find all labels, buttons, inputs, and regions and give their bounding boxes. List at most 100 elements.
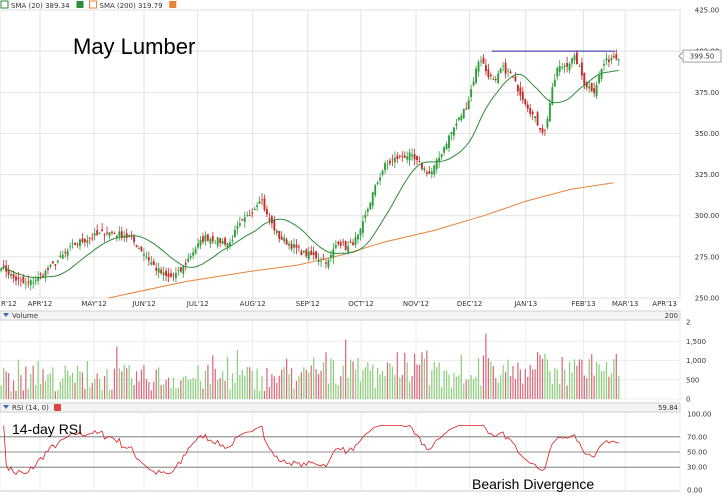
- candle-body: [29, 280, 32, 286]
- volume-bar: [295, 380, 298, 399]
- volume-bar: [217, 379, 219, 399]
- legend-close-icon: [76, 1, 84, 8]
- candle-body: [248, 214, 251, 216]
- volume-bar: [586, 377, 588, 399]
- sma-20-line: [0, 70, 619, 279]
- candle-body: [482, 57, 485, 64]
- volume-bar: [445, 370, 448, 399]
- candle-body: [182, 265, 185, 275]
- volume-bar: [522, 383, 524, 399]
- candle-body: [261, 199, 263, 201]
- volume-bar: [423, 358, 426, 399]
- x-tick-label: DEC'12: [457, 300, 483, 308]
- candle-body: [450, 132, 453, 135]
- candle-body: [423, 168, 426, 171]
- volume-bar: [96, 373, 98, 399]
- volume-bar: [108, 389, 111, 399]
- candle-body: [484, 65, 487, 72]
- volume-bar: [103, 376, 106, 399]
- candle-body: [0, 268, 3, 271]
- volume-bar: [133, 385, 135, 399]
- candle-body: [12, 274, 15, 278]
- volume-bar: [600, 371, 603, 399]
- candle-body: [544, 129, 546, 131]
- volume-bar: [610, 373, 613, 399]
- candle-body: [44, 270, 47, 277]
- candle-body: [66, 250, 69, 256]
- candle-body: [290, 243, 293, 249]
- volume-bar: [160, 384, 162, 399]
- volume-bar: [566, 385, 568, 399]
- candle-body: [534, 116, 537, 119]
- volume-bar: [258, 390, 261, 399]
- volume-bar: [99, 378, 101, 399]
- rsi-panel: 100.00 70.00 50.00 30.00 0.00: [0, 411, 712, 495]
- candle-body: [74, 242, 76, 245]
- volume-bar: [391, 366, 394, 399]
- volume-bar: [507, 359, 509, 399]
- candle-body: [268, 218, 271, 221]
- candle-body: [59, 255, 62, 258]
- volume-bar: [47, 374, 49, 399]
- candle-body: [452, 127, 455, 136]
- price-tick-label: 325.00: [695, 171, 720, 179]
- candle-body: [160, 269, 163, 274]
- candle-body: [369, 202, 372, 210]
- volume-bar: [94, 378, 96, 399]
- volume-bar: [487, 358, 489, 399]
- volume-tick-label: 1,500: [686, 338, 706, 346]
- candle-body: [349, 242, 352, 243]
- last-price-tag-pointer: [678, 51, 684, 61]
- volume-bar: [271, 374, 273, 399]
- volume-bar: [546, 359, 549, 399]
- volume-bar: [155, 369, 157, 399]
- candle-body: [241, 219, 244, 221]
- candle-body: [120, 231, 123, 239]
- volume-bar: [5, 371, 7, 399]
- volume-bar: [241, 369, 243, 399]
- candle-body: [108, 232, 111, 237]
- candle-body: [69, 246, 72, 247]
- candle-body: [465, 108, 468, 110]
- candle-body: [605, 58, 608, 61]
- volume-bar: [153, 381, 155, 399]
- volume-bar: [367, 362, 369, 399]
- volume-bar: [527, 376, 529, 399]
- volume-bar: [428, 385, 430, 399]
- candle-body: [202, 236, 204, 243]
- candle-body: [499, 68, 502, 74]
- rsi-tick-label: 100.00: [687, 411, 712, 419]
- candle-body: [467, 100, 470, 110]
- x-tick-label: AUG'12: [240, 300, 266, 308]
- volume-bar: [67, 370, 69, 399]
- candle-body: [344, 241, 347, 250]
- candle-body: [371, 192, 374, 206]
- volume-bar: [32, 365, 34, 399]
- candle-body: [71, 243, 74, 245]
- volume-bar: [0, 385, 2, 399]
- candle-body: [221, 240, 224, 244]
- volume-bar: [273, 376, 275, 399]
- volume-bar: [81, 372, 84, 399]
- candle-body: [234, 229, 236, 238]
- volume-bar: [212, 355, 214, 399]
- rsi-line: [3, 424, 619, 476]
- volume-header-bar: [0, 310, 681, 321]
- volume-bar: [389, 363, 391, 399]
- candle-body: [475, 68, 478, 83]
- candle-body: [32, 282, 35, 284]
- rsi-tick-label: 30.00: [687, 464, 707, 472]
- candle-body: [224, 238, 227, 245]
- volume-bar: [135, 371, 138, 399]
- volume-bar: [384, 375, 386, 399]
- candle-body: [541, 128, 544, 133]
- candle-body: [455, 123, 458, 126]
- candle-body: [558, 65, 561, 72]
- candle-body: [504, 62, 507, 74]
- volume-bar: [455, 376, 458, 399]
- volume-bar: [231, 373, 234, 399]
- volume-bar: [581, 359, 583, 399]
- volume-bar: [202, 388, 204, 399]
- volume-bar: [549, 370, 551, 399]
- candle-body: [138, 248, 140, 249]
